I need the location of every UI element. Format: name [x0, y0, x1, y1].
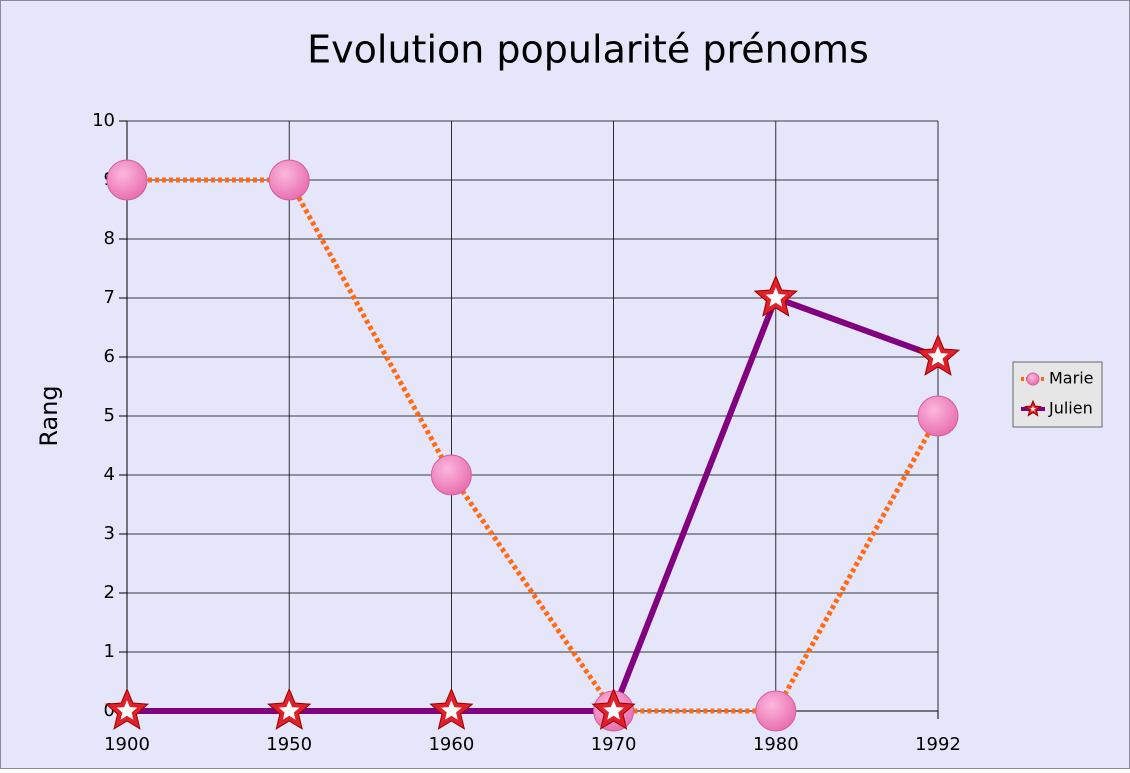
marker-circle — [430, 454, 472, 496]
y-tick-label: 1 — [104, 641, 115, 662]
y-tick-label: 0 — [104, 700, 115, 721]
y-tick-label: 3 — [104, 523, 115, 544]
marker-star-inner — [763, 284, 789, 309]
marker-circle — [106, 159, 148, 201]
y-tick-label: 4 — [104, 464, 115, 485]
x-tick-label: 1960 — [428, 734, 474, 755]
y-axis-label: Rang — [35, 385, 63, 446]
markers — [104, 159, 961, 732]
x-tick-label: 1970 — [591, 734, 637, 755]
legend-label: Marie — [1049, 369, 1093, 388]
y-tick-label: 8 — [104, 228, 115, 249]
series-line — [127, 177, 941, 714]
y-tick-label: 2 — [104, 582, 115, 603]
marker-circle — [1026, 372, 1040, 386]
legend-label: Julien — [1048, 399, 1093, 418]
marker-star-inner — [925, 343, 951, 368]
series-line — [127, 294, 940, 714]
marker-circle — [268, 159, 310, 201]
x-tick-label: 1980 — [753, 734, 799, 755]
marker-star-inner — [438, 697, 465, 722]
marker-star-inner — [600, 697, 627, 722]
marker-star-inner — [1027, 403, 1039, 414]
marker-circle — [917, 395, 959, 437]
x-tick-label: 1950 — [266, 734, 312, 755]
y-tick-label: 5 — [104, 405, 115, 426]
y-tick-label: 7 — [104, 287, 115, 308]
marker-star-inner — [276, 697, 302, 722]
x-tick-label: 1992 — [915, 734, 961, 755]
y-tick-label: 10 — [92, 110, 115, 131]
chart-title: Evolution popularité prénoms — [307, 28, 869, 72]
series-lines — [127, 177, 941, 714]
y-tick-label: 6 — [104, 346, 115, 367]
x-tick-label: 1900 — [104, 734, 150, 755]
legend: Marie Julien — [1012, 361, 1103, 428]
marker-circle — [755, 690, 797, 732]
marker-star-inner — [114, 697, 140, 722]
